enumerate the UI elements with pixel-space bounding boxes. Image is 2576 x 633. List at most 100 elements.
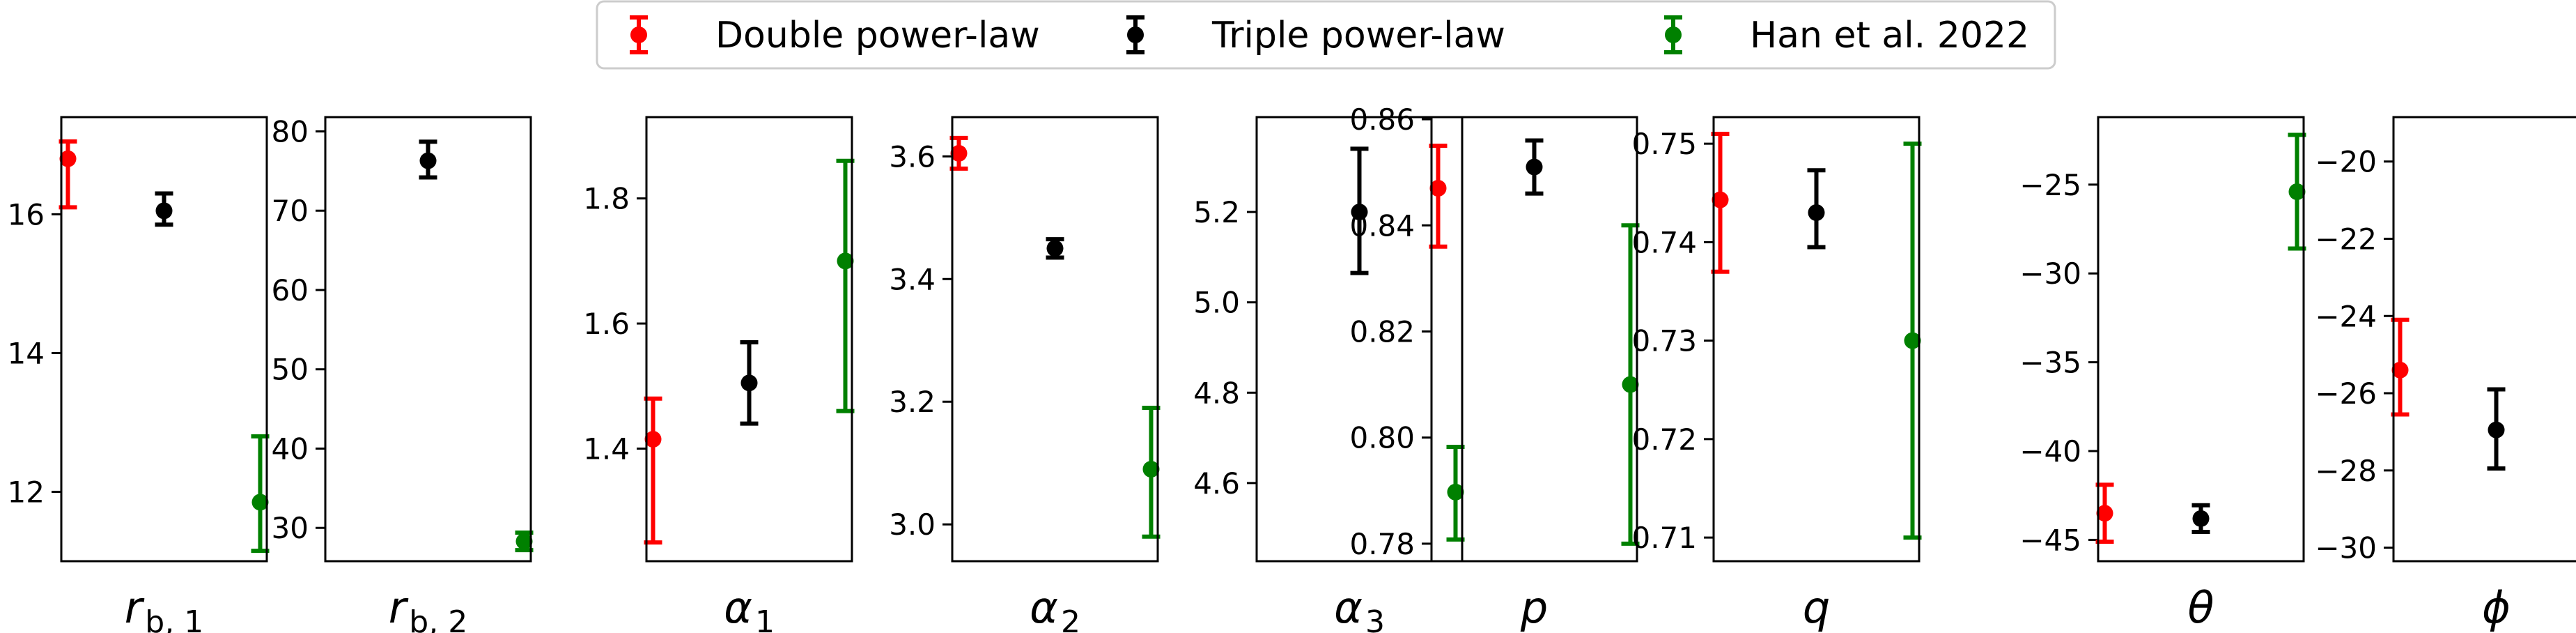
x-axis-label-subscript: b, 1 <box>145 604 203 633</box>
x-axis-label-subscript: b, 2 <box>409 604 467 633</box>
panel-9: −30 −28 −26 −24 −22 −20 ϕ <box>2315 116 2576 633</box>
errorbar-2 <box>740 340 759 426</box>
axes-frame <box>1430 116 1638 563</box>
legend-label: Han et al. 2022 <box>1750 15 2029 56</box>
axes-frame <box>324 116 532 563</box>
legend-entry-3: Han et al. 2022 <box>1664 15 2029 56</box>
y-tick-label: 12 <box>8 475 45 509</box>
errorbar-1-marker <box>2096 505 2113 522</box>
y-tick-label: 0.82 <box>1349 314 1415 349</box>
y-tick-label: 3.0 <box>889 508 936 542</box>
x-axis-label-subscript: 3 <box>1365 604 1385 633</box>
y-tick-label: 16 <box>8 197 45 231</box>
errorbar-2-marker <box>2192 510 2210 527</box>
legend-entry-2: Triple power-law <box>1126 15 1505 56</box>
y-tick-label: 80 <box>272 114 309 148</box>
panel-4: 3.0 3.2 3.4 3.6 α2 <box>889 116 1161 633</box>
y-tick-label: 0.71 <box>1631 521 1697 555</box>
legend-label: Triple power-law <box>1211 15 1505 56</box>
errorbar-1 <box>419 139 437 180</box>
y-tick-label: −30 <box>2315 531 2377 565</box>
axes-frame <box>645 116 853 563</box>
y-tick-label: −22 <box>2315 222 2377 256</box>
x-axis-label: rb, 1 <box>125 582 203 633</box>
errorbar-2-marker <box>1447 483 1464 501</box>
y-tick-label: 4.8 <box>1193 376 1240 410</box>
y-tick-label: 0.84 <box>1349 208 1415 243</box>
y-tick-label: −45 <box>2019 523 2081 557</box>
x-axis-label-symbol: ϕ <box>2482 582 2511 633</box>
y-tick-label: 1.4 <box>583 432 630 466</box>
errorbar-3-marker <box>251 494 269 511</box>
axes-frame <box>951 116 1159 563</box>
x-axis-label-symbol: α <box>1030 582 1058 633</box>
errorbar-2-marker <box>1046 240 1064 257</box>
y-tick-label: 4.6 <box>1193 466 1240 501</box>
axes-frame <box>1255 116 1464 563</box>
x-axis-label-symbol: θ <box>2188 582 2214 633</box>
errorbar-2-marker <box>155 202 173 220</box>
x-axis-label: α3 <box>1334 582 1385 633</box>
y-tick-label: 0.80 <box>1349 421 1415 455</box>
x-axis-label: α2 <box>1030 582 1080 633</box>
errorbar-3-marker <box>2288 183 2306 201</box>
y-tick-label: −28 <box>2315 454 2377 488</box>
y-tick-label: −25 <box>2019 168 2081 202</box>
legend-frame <box>596 0 2056 70</box>
y-tick-label: −40 <box>2019 434 2081 468</box>
legend-marker-1-marker <box>630 26 647 43</box>
legend-entry-1: Double power-law <box>630 15 1040 56</box>
y-tick-label: 50 <box>272 353 309 387</box>
x-axis-label: α1 <box>724 582 775 633</box>
errorbar-1-marker <box>1712 191 1729 208</box>
y-tick-label: −35 <box>2019 346 2081 380</box>
y-tick-label: 40 <box>272 432 309 466</box>
y-tick-label: 3.6 <box>889 139 936 174</box>
axes-frame <box>2392 116 2576 563</box>
y-tick-label: 5.0 <box>1193 286 1240 320</box>
errorbar-2 <box>1525 138 1544 196</box>
x-axis-label: θ <box>2188 582 2214 633</box>
x-axis-label: q <box>1803 582 1830 633</box>
errorbar-2 <box>2191 503 2210 534</box>
errorbar-1-marker <box>419 152 437 169</box>
x-axis-label: p <box>1520 582 1548 633</box>
y-tick-label: 3.2 <box>889 385 936 419</box>
errorbar-2-marker <box>515 533 533 550</box>
errorbar-3-marker <box>837 252 854 270</box>
panel-8: −45 −40 −35 −30 −25 θ <box>2019 116 2306 633</box>
y-tick-label: 0.86 <box>1349 102 1415 137</box>
errorbar-2-marker <box>1526 158 1543 176</box>
x-axis-label-symbol: q <box>1803 582 1830 633</box>
errorbar-3-marker <box>1142 461 1160 478</box>
y-tick-label: 0.75 <box>1631 127 1697 161</box>
x-axis-label-symbol: α <box>724 582 752 633</box>
y-tick-label: −20 <box>2315 145 2377 179</box>
axes-frame <box>60 116 268 563</box>
x-axis-label-symbol: p <box>1520 582 1548 633</box>
x-axis-label-subscript: 1 <box>755 604 775 633</box>
errorbar-1 <box>1350 146 1369 275</box>
panel-7: 0.71 0.72 0.73 0.74 0.75 q <box>1631 116 1922 633</box>
y-tick-label: 5.2 <box>1193 195 1240 229</box>
y-tick-label: 0.78 <box>1349 527 1415 561</box>
legend-label: Double power-law <box>715 15 1040 56</box>
y-tick-label: 60 <box>272 273 309 307</box>
legend-marker-2-marker <box>1127 26 1144 43</box>
errorbar-1-marker <box>1351 204 1368 221</box>
x-axis-label-symbol: r <box>389 582 409 633</box>
errorbar-2 <box>1807 168 1826 250</box>
panel-3: 1.4 1.6 1.8 α1 <box>583 116 855 633</box>
y-tick-label: 14 <box>8 336 45 370</box>
y-tick-label: 3.4 <box>889 262 936 296</box>
legend: Double power-law Triple power-law Han et a… <box>596 0 2056 70</box>
y-tick-label: −26 <box>2315 376 2377 411</box>
x-axis-label-symbol: r <box>125 582 145 633</box>
y-tick-label: 30 <box>272 511 309 545</box>
legend-marker-3-marker <box>1665 26 1682 43</box>
y-tick-label: 70 <box>272 194 309 228</box>
y-tick-label: −30 <box>2019 257 2081 291</box>
y-tick-label: 0.74 <box>1631 225 1697 259</box>
x-axis-label: rb, 2 <box>389 582 467 633</box>
errorbar-2 <box>1046 237 1064 260</box>
